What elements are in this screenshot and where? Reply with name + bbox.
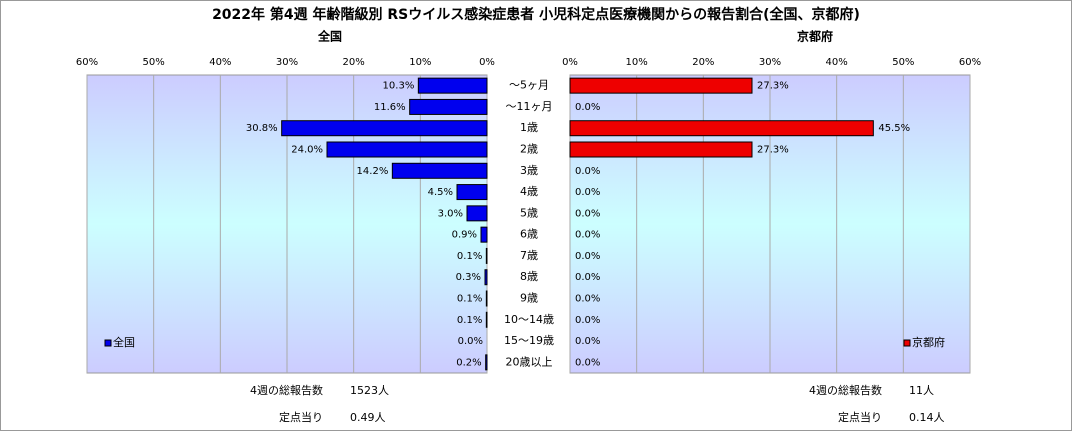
value-label: 0.0%	[575, 357, 600, 368]
value-label: 4.5%	[428, 187, 453, 198]
x-tick-label: 30%	[759, 57, 781, 68]
value-label: 10.3%	[383, 81, 415, 92]
value-label: 0.1%	[457, 294, 482, 305]
bar	[281, 120, 488, 137]
value-label: 0.0%	[575, 336, 600, 347]
bar	[569, 120, 874, 137]
value-label: 45.5%	[878, 123, 910, 134]
value-label: 0.0%	[575, 315, 600, 326]
bar	[569, 77, 753, 94]
x-tick-label: 50%	[892, 57, 914, 68]
legend-swatch	[104, 339, 112, 347]
legend-swatch	[903, 339, 911, 347]
bar	[326, 141, 488, 158]
bar	[484, 269, 488, 286]
value-label: 0.0%	[575, 166, 600, 177]
x-tick-label: 60%	[959, 57, 981, 68]
value-label: 27.3%	[757, 145, 789, 156]
x-tick-label: 10%	[626, 57, 648, 68]
bar	[480, 226, 488, 243]
x-tick-label: 0%	[479, 57, 495, 68]
note-label: 定点当り	[279, 410, 323, 424]
category-label: 9歳	[520, 292, 538, 305]
category-label: 20歳以上	[506, 355, 553, 368]
x-tick-label: 20%	[692, 57, 714, 68]
bar	[391, 162, 488, 179]
category-label: 8歳	[520, 270, 538, 283]
x-tick-label: 60%	[76, 57, 98, 68]
value-label: 0.1%	[457, 251, 482, 262]
value-label: 0.0%	[575, 294, 600, 305]
value-label: 27.3%	[757, 81, 789, 92]
note-label: 定点当り	[838, 410, 882, 424]
category-label: 1歳	[520, 121, 538, 134]
category-label: 10～14歳	[504, 313, 554, 326]
category-label: ～11ヶ月	[506, 100, 553, 113]
value-label: 30.8%	[246, 123, 278, 134]
x-tick-label: 50%	[143, 57, 165, 68]
legend-label: 京都府	[912, 335, 945, 349]
value-label: 0.2%	[456, 357, 481, 368]
bar	[466, 205, 488, 222]
bar	[409, 98, 488, 115]
bar	[485, 354, 488, 371]
legend-label: 全国	[113, 335, 135, 349]
bar	[569, 141, 753, 158]
note-value: 0.49人	[350, 411, 386, 424]
value-label: 0.0%	[575, 102, 600, 113]
category-label: 7歳	[520, 249, 538, 262]
bar	[485, 311, 488, 328]
value-label: 0.0%	[575, 208, 600, 219]
category-label: 15～19歳	[504, 334, 554, 347]
note-value: 1523人	[350, 384, 389, 397]
x-tick-label: 10%	[409, 57, 431, 68]
note-value: 11人	[909, 384, 934, 397]
category-label: ～5ヶ月	[509, 79, 549, 92]
x-tick-label: 40%	[209, 57, 231, 68]
value-label: 0.9%	[452, 230, 477, 241]
chart-title: 2022年 第4週 年齢階級別 RSウイルス感染症患者 小児科定点医療機関からの…	[212, 6, 860, 23]
value-label: 0.0%	[458, 336, 483, 347]
category-label: 5歳	[520, 206, 538, 219]
panel-title: 京都府	[797, 29, 833, 44]
value-label: 3.0%	[438, 208, 463, 219]
value-label: 24.0%	[291, 145, 323, 156]
value-label: 0.0%	[575, 251, 600, 262]
x-tick-label: 30%	[276, 57, 298, 68]
bar	[417, 77, 488, 94]
value-label: 0.0%	[575, 230, 600, 241]
category-label: 3歳	[520, 164, 538, 177]
x-tick-label: 40%	[826, 57, 848, 68]
value-label: 0.0%	[575, 272, 600, 283]
value-label: 11.6%	[374, 102, 406, 113]
value-label: 0.3%	[456, 272, 481, 283]
category-label: 2歳	[520, 143, 538, 156]
value-label: 0.0%	[575, 187, 600, 198]
value-label: 14.2%	[357, 166, 389, 177]
value-label: 0.1%	[457, 315, 482, 326]
panel-title: 全国	[317, 29, 342, 44]
category-label: 6歳	[520, 228, 538, 241]
note-value: 0.14人	[909, 411, 945, 424]
note-label: 4週の総報告数	[809, 383, 882, 397]
category-label: 4歳	[520, 185, 538, 198]
bar	[456, 184, 488, 201]
x-tick-label: 20%	[343, 57, 365, 68]
bar	[485, 290, 488, 307]
bar	[485, 247, 488, 264]
note-label: 4週の総報告数	[250, 383, 323, 397]
x-tick-label: 0%	[562, 57, 578, 68]
